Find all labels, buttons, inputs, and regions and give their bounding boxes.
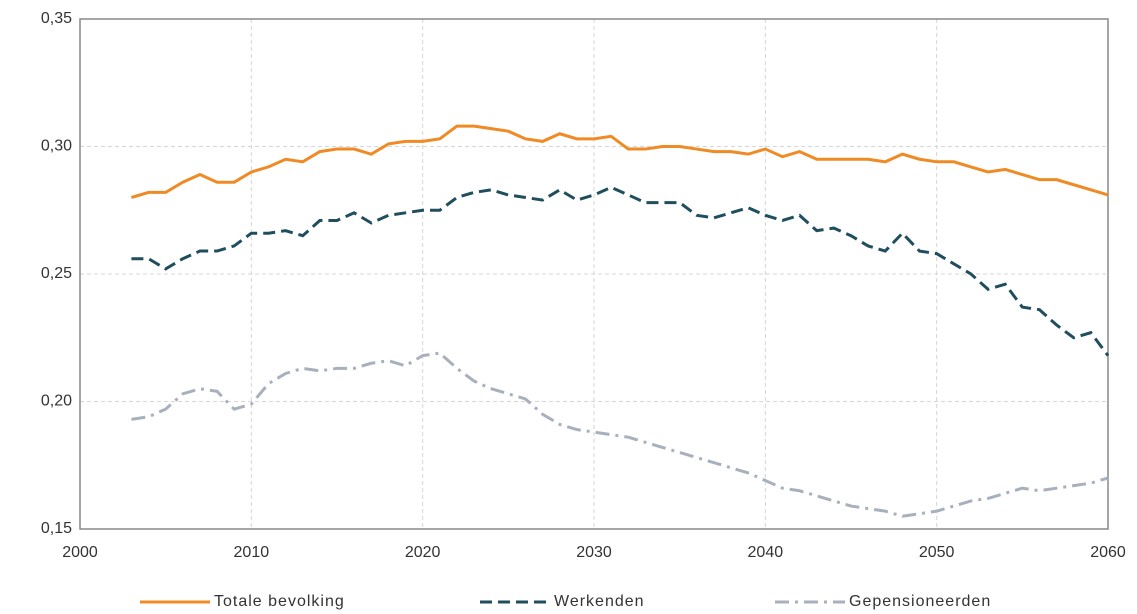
legend-label: Totale bevolking xyxy=(214,593,345,610)
y-tick-label: 0,35 xyxy=(41,10,72,27)
x-tick-label: 2060 xyxy=(1090,544,1126,561)
series-line xyxy=(130,124,1109,199)
series-line xyxy=(131,351,1109,518)
y-tick-label: 0,20 xyxy=(41,393,72,410)
x-tick-label: 2010 xyxy=(234,544,270,561)
x-tick-label: 2050 xyxy=(919,544,955,561)
x-tick-label: 2020 xyxy=(405,544,441,561)
y-tick-label: 0,15 xyxy=(41,520,72,537)
y-tick-label: 0,25 xyxy=(41,265,72,282)
legend-label: Gepensioneerden xyxy=(849,593,991,610)
plot-frame xyxy=(79,18,1109,530)
legend-label: Werkenden xyxy=(554,593,645,610)
x-tick-label: 2030 xyxy=(576,544,612,561)
x-tick-label: 2000 xyxy=(62,544,98,561)
x-tick-label: 2040 xyxy=(748,544,784,561)
series-line xyxy=(131,185,1110,357)
y-tick-label: 0,30 xyxy=(41,138,72,155)
